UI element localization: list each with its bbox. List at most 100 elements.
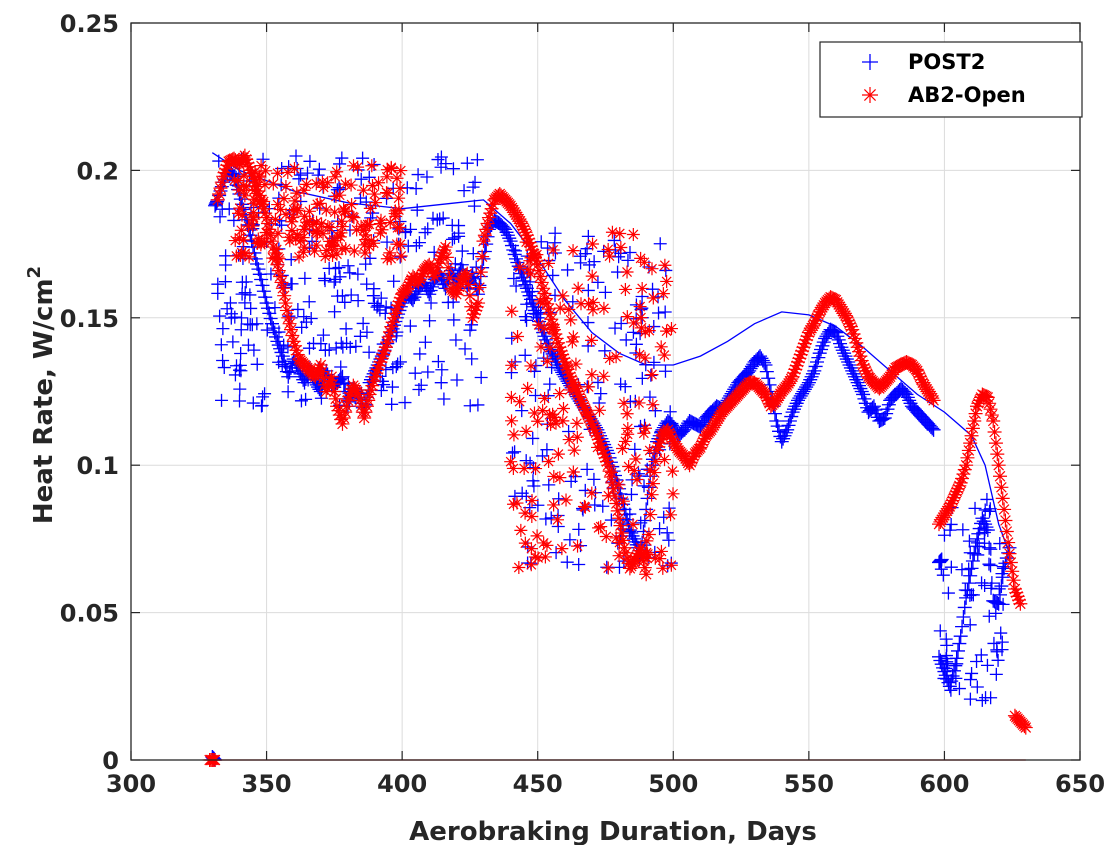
ab2-open-point — [854, 353, 869, 368]
ab2-open-point — [513, 395, 527, 409]
y-tick-label: 0.25 — [60, 10, 119, 38]
post2-point — [970, 655, 984, 669]
ab2-open-point — [374, 213, 388, 227]
ab2-open-point — [258, 178, 272, 192]
ab2-open-point — [599, 529, 613, 543]
ab2-open-point — [601, 489, 615, 503]
ab2-open-point — [560, 360, 574, 374]
ab2-open-point — [831, 297, 846, 312]
ab2-open-point — [358, 246, 372, 260]
post2-point — [944, 683, 958, 697]
ab2-open-point — [654, 340, 668, 354]
post2-point — [944, 517, 958, 531]
ab2-open-point — [369, 366, 384, 381]
post2-point — [424, 296, 438, 310]
legend-plus-marker — [862, 54, 878, 70]
ab2-open-point — [309, 177, 323, 191]
post2-point — [759, 364, 774, 379]
ab2-open-point — [605, 225, 619, 239]
ab2-open-point — [677, 449, 692, 464]
post2-point — [961, 576, 976, 591]
ab2-open-point — [247, 192, 261, 206]
ab2-open-point — [506, 203, 521, 218]
post2-point — [519, 281, 534, 296]
ab2-open-point — [575, 396, 590, 411]
x-tick-label: 550 — [784, 770, 834, 798]
ab2-open-point — [652, 436, 667, 451]
ab2-open-point — [910, 363, 925, 378]
ab2-open-point — [330, 165, 344, 179]
ab2-open-point — [537, 321, 551, 335]
ab2-open-point — [331, 403, 346, 418]
post2-point — [468, 175, 482, 189]
legend-marker-post2 — [862, 54, 878, 70]
ab2-open-point — [414, 269, 429, 284]
ab2-open-point — [390, 221, 404, 235]
ab2-open-point — [328, 170, 342, 184]
post2-point — [801, 375, 816, 390]
ab2-open-point — [654, 544, 668, 558]
ab2-open-point — [641, 527, 656, 542]
post2-point — [499, 225, 514, 240]
ab2-open-point — [555, 542, 569, 556]
ab2-open-point — [570, 416, 584, 430]
ab2-open-point — [528, 249, 542, 263]
ab2-open-point — [603, 249, 617, 263]
ab2-open-point — [263, 228, 278, 243]
ab2-open-point — [504, 390, 518, 404]
ab2-open-point — [229, 249, 243, 263]
ab2-open-point — [847, 331, 862, 346]
post2-point — [660, 526, 674, 540]
post2-point — [518, 348, 532, 362]
ab2-open-point — [347, 244, 361, 258]
post2-point — [975, 511, 990, 526]
ab2-open-point — [566, 330, 580, 344]
post2-point — [538, 332, 553, 347]
post2-point — [356, 316, 370, 330]
post2-point — [582, 258, 596, 272]
post2-point — [303, 154, 317, 168]
post2-point — [963, 588, 977, 602]
post2-point — [420, 170, 434, 184]
ab2-open-point — [339, 399, 354, 414]
ab2-open-point — [480, 216, 495, 231]
post2-point — [639, 358, 653, 372]
ab2-open-point — [515, 219, 530, 234]
ab2-open-point — [290, 202, 304, 216]
y-tick-labels: 0 0.05 0.1 0.15 0.2 0.25 — [60, 10, 119, 775]
ab2-open-point — [315, 364, 330, 379]
ab2-open-point — [298, 219, 312, 233]
ab2-open-point — [613, 518, 628, 533]
ab2-open-point — [519, 424, 533, 438]
post2-point — [316, 328, 330, 342]
post2-point — [414, 378, 428, 392]
ab2-open-point — [782, 374, 797, 389]
ab2-open-point — [792, 351, 807, 366]
post2-point — [334, 360, 348, 374]
post2-point — [980, 658, 994, 672]
ab2-open-point — [545, 322, 559, 336]
ab2-open-point — [449, 287, 464, 302]
ab2-open-point — [369, 196, 383, 210]
ab2-open-point — [657, 348, 671, 362]
ab2-open-point — [565, 335, 579, 349]
ab2-open-point — [340, 393, 355, 408]
ab2-open-point — [312, 360, 327, 375]
post2-point — [233, 394, 247, 408]
ab2-open-point — [923, 388, 938, 403]
ab2-open-point — [289, 232, 303, 246]
ab2-open-point — [626, 518, 640, 532]
post2-point — [816, 335, 831, 350]
post2-point — [932, 554, 947, 569]
post2-point — [805, 366, 820, 381]
ab2-open-point — [591, 432, 606, 447]
ab2-open-point — [553, 387, 567, 401]
ab2-open-point — [237, 148, 252, 163]
ab2-open-point — [259, 210, 274, 225]
ab2-open-point — [560, 362, 575, 377]
ab2-open-point — [438, 240, 453, 255]
post2-point — [258, 387, 272, 401]
post2-point — [235, 311, 249, 325]
ab2-open-point — [566, 465, 580, 479]
post2-point — [604, 513, 618, 527]
